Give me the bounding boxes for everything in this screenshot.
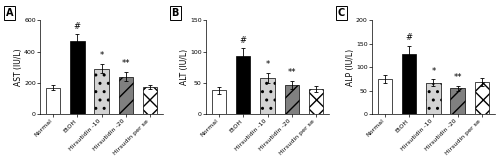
Bar [378, 79, 392, 114]
Bar [284, 85, 299, 114]
Text: #: # [406, 33, 412, 42]
Text: C: C [338, 8, 345, 18]
Text: *: * [100, 51, 103, 60]
Bar [46, 88, 60, 114]
Y-axis label: AST (IU/L): AST (IU/L) [14, 48, 22, 86]
Text: *: * [432, 67, 436, 76]
Text: **: ** [122, 59, 130, 68]
Bar [70, 41, 84, 114]
Bar [143, 87, 158, 114]
Bar [260, 78, 275, 114]
Bar [426, 83, 441, 114]
Text: **: ** [288, 68, 296, 77]
Y-axis label: ALT (IU/L): ALT (IU/L) [180, 49, 189, 85]
Y-axis label: ALP (IU/L): ALP (IU/L) [346, 49, 354, 86]
Text: B: B [172, 8, 179, 18]
Text: *: * [266, 60, 270, 69]
Bar [236, 56, 250, 114]
Text: **: ** [454, 73, 462, 82]
Bar [450, 88, 465, 114]
Bar [402, 54, 416, 114]
Bar [94, 69, 109, 114]
Text: #: # [74, 22, 80, 31]
Bar [309, 89, 324, 114]
Text: A: A [6, 8, 13, 18]
Bar [212, 90, 226, 114]
Text: #: # [240, 36, 246, 45]
Bar [475, 82, 490, 114]
Bar [118, 77, 133, 114]
